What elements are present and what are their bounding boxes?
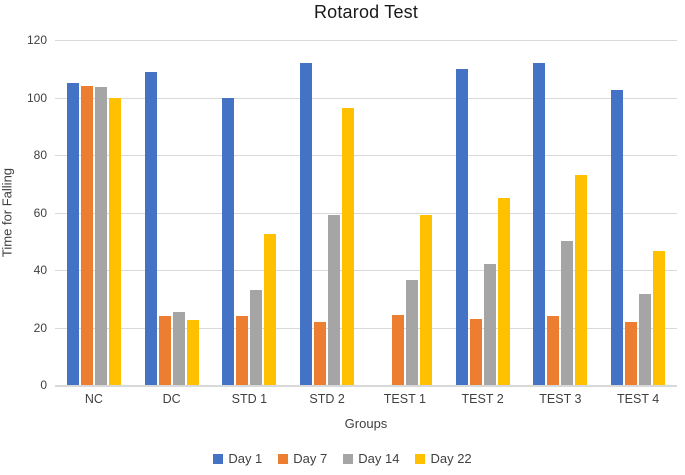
legend-label: Day 22 (430, 451, 472, 466)
gridline-60 (55, 212, 677, 214)
gridline-20 (55, 327, 677, 329)
bar-group-test-2 (444, 40, 522, 385)
y-tick-label-120: 120 (26, 33, 47, 47)
x-tick-label-test-1: TEST 1 (383, 392, 426, 406)
legend-label: Day 1 (228, 451, 263, 466)
bar-test-1-day-22 (419, 215, 432, 385)
gridline-120 (55, 40, 677, 41)
bar-nc-day-7 (80, 86, 93, 385)
bar-group-test-1 (366, 40, 444, 385)
bar-std-1-day-14 (250, 290, 263, 385)
y-tick-label-20: 20 (33, 320, 47, 335)
bar-group-std-1 (211, 40, 289, 385)
y-tick-label-60: 60 (33, 205, 47, 220)
gridline-80 (55, 155, 677, 156)
y-tick-label-40: 40 (33, 263, 47, 277)
legend-item-day-22: Day 22 (415, 451, 472, 466)
bar-test-2-day-22 (497, 198, 510, 385)
legend-swatch-icon (213, 453, 224, 464)
bar-std-2-day-14 (328, 215, 341, 385)
bar-std-2-day-7 (314, 321, 327, 385)
bar-group-dc (133, 40, 211, 385)
bar-std-2-day-1 (300, 63, 313, 385)
y-tick-label-80: 80 (33, 148, 47, 162)
bar-std-1-day-7 (236, 316, 249, 385)
bar-test-4-day-7 (625, 321, 638, 385)
bar-test-2-day-14 (483, 264, 496, 385)
bar-nc-day-1 (66, 83, 79, 385)
chart-title: Rotarod Test (313, 2, 419, 22)
x-tick-label-std-2: STD 2 (309, 392, 345, 406)
bar-std-1-day-22 (264, 234, 277, 385)
x-tick-label-std-1: STD 1 (231, 392, 268, 406)
bar-test-1-day-7 (391, 314, 404, 385)
bar-test-2-day-1 (455, 68, 468, 385)
bar-group-std-2 (288, 40, 366, 385)
x-tick-label-nc: NC (84, 392, 103, 406)
bar-nc-day-14 (94, 87, 107, 385)
bar-nc-day-22 (108, 97, 121, 385)
bar-dc-day-7 (158, 316, 171, 385)
x-tick-label-test-3: TEST 3 (539, 392, 582, 406)
x-axis-title: Groups (344, 416, 388, 431)
bar-dc-day-14 (172, 311, 185, 385)
bars-layer (55, 40, 677, 385)
legend-label: Day 7 (293, 451, 328, 466)
gridline-100 (55, 97, 677, 99)
legend-label: Day 14 (358, 451, 400, 466)
legend-swatch-icon (415, 453, 426, 464)
bar-std-1-day-1 (222, 97, 235, 385)
plot-area (55, 40, 677, 387)
bar-dc-day-1 (144, 71, 157, 385)
chart-legend: Day 1 Day 7 Day 14 Day 22 (0, 451, 685, 466)
bar-test-2-day-7 (469, 318, 482, 385)
legend-swatch-icon (343, 453, 354, 464)
bar-test-4-day-22 (653, 251, 666, 385)
bar-test-1-day-14 (405, 280, 418, 385)
bar-group-nc (55, 40, 133, 385)
bar-group-test-3 (522, 40, 600, 385)
legend-swatch-icon (278, 453, 289, 464)
bar-test-3-day-14 (561, 241, 574, 385)
x-axis-tick-labels: NC DC STD 1 STD 2 TEST 1 TEST 2 TEST 3 TEST 4 (55, 392, 677, 406)
y-tick-label-0: 0 (40, 378, 47, 392)
bar-test-4-day-14 (639, 294, 652, 385)
bar-test-3-day-7 (547, 316, 560, 385)
legend-item-day-1: Day 1 (213, 451, 262, 466)
x-tick-label-test-4: TEST 4 (617, 392, 660, 406)
gridline-40 (55, 270, 677, 271)
y-tick-label-100: 100 (26, 90, 47, 105)
x-tick-label-test-2: TEST 2 (461, 392, 504, 406)
legend-item-day-7: Day 7 (278, 451, 327, 466)
bar-group-test-4 (599, 40, 677, 385)
bar-test-3-day-22 (575, 175, 588, 385)
x-tick-label-dc: DC (162, 392, 181, 406)
bar-test-4-day-1 (611, 90, 624, 385)
bar-test-3-day-1 (533, 63, 546, 385)
bar-std-2-day-22 (342, 107, 355, 385)
bar-dc-day-22 (186, 320, 199, 385)
legend-item-day-14: Day 14 (343, 451, 399, 466)
